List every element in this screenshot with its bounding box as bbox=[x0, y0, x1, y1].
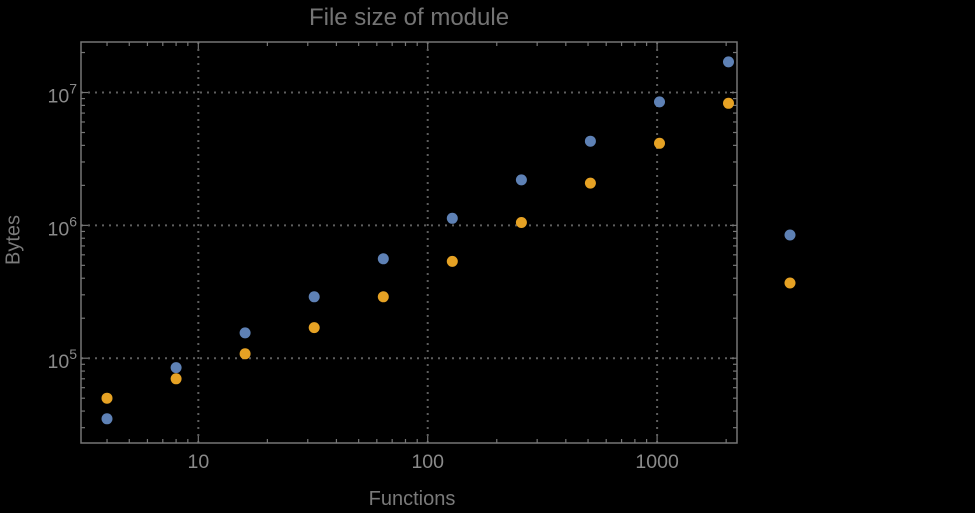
data-point-series-1-blue bbox=[308, 291, 320, 303]
data-point-series-1-blue bbox=[170, 362, 182, 374]
data-point-series-2-orange bbox=[446, 255, 458, 267]
x-tick-label: 1000 bbox=[635, 451, 679, 473]
plot-frame bbox=[80, 41, 738, 444]
data-point-series-1-blue bbox=[584, 135, 596, 147]
data-point-series-2-orange bbox=[515, 217, 527, 228]
data-point-series-2-orange bbox=[308, 322, 320, 334]
data-point-series-2-orange bbox=[654, 137, 665, 149]
x-tick-label: 10 bbox=[187, 451, 209, 473]
data-point-series-1-blue bbox=[723, 56, 734, 68]
data-point-series-2-orange bbox=[239, 348, 251, 360]
data-point-series-2-orange bbox=[584, 177, 596, 189]
data-point-series-1-blue bbox=[101, 413, 113, 425]
legend-marker-1 bbox=[784, 229, 796, 241]
x-axis-label: Functions bbox=[368, 488, 456, 510]
chart-title: File size of module bbox=[308, 4, 510, 31]
data-point-series-2-orange bbox=[170, 373, 182, 385]
y-tick-label: 106 bbox=[48, 213, 78, 240]
legend-marker-2 bbox=[784, 277, 796, 289]
data-point-series-1-blue bbox=[377, 253, 389, 265]
y-tick-label: 105 bbox=[48, 346, 78, 373]
x-tick-label: 100 bbox=[411, 451, 444, 473]
data-point-series-1-blue bbox=[515, 174, 527, 186]
y-tick-label: 107 bbox=[48, 81, 78, 108]
data-point-series-2-orange bbox=[723, 97, 734, 109]
data-point-series-1-blue bbox=[446, 212, 458, 224]
data-point-series-2-orange bbox=[377, 291, 389, 303]
data-point-series-1-blue bbox=[239, 327, 251, 339]
data-point-series-2-orange bbox=[101, 392, 113, 404]
data-point-series-1-blue bbox=[654, 96, 665, 108]
